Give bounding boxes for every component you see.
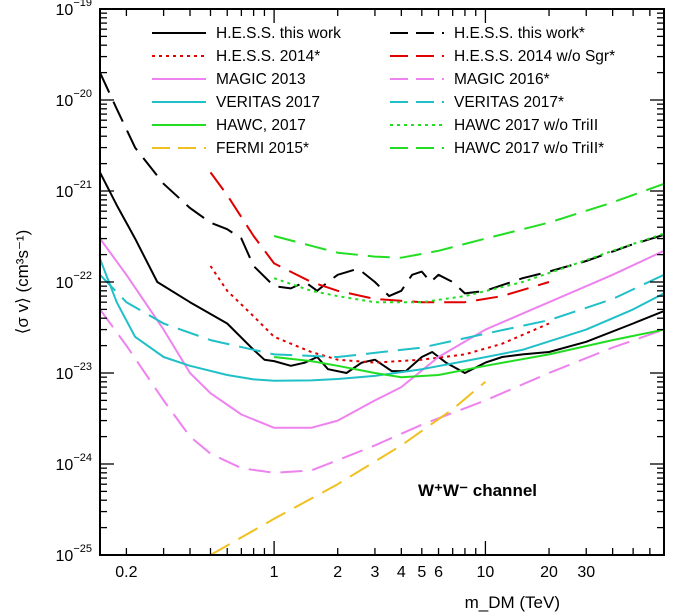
series-line-10 [273,182,664,259]
plot-frame [99,8,665,556]
series-line-5 [100,308,664,474]
legend-label: MAGIC 2016* [454,71,550,88]
series-line-7 [100,273,664,358]
series-line-2 [209,265,550,364]
series-line-8 [273,328,664,379]
y-tick-label: 10−24 [56,452,92,474]
series-line-1 [100,72,664,298]
x-tick-label: 3 [370,564,379,581]
y-tick-label: 10−21 [56,179,92,201]
y-tick-label: 10−19 [56,0,92,19]
y-axis-title: ⟨σ v⟩ (cm³s⁻¹) [13,230,32,334]
x-tick-label: 4 [397,564,406,581]
series-line-3 [209,171,550,304]
legend-label: VERITAS 2017 [216,94,320,111]
legend-label: HAWC 2017 w/o TriII* [454,140,604,157]
series-layer [100,72,664,555]
legend-label: H.E.S.S. 2014 w/o Sgr* [454,48,615,65]
ticks-layer: 0.2 1 2 3 4 5 6 10 20 30 10−25 10−24 10−23 10−22 10−21… [56,0,665,581]
x-tick-label: 10 [477,564,495,581]
legend: H.E.S.S. this work H.E.S.S. this work* H.E… [152,25,615,157]
legend-label: H.E.S.S. 2014* [216,48,320,65]
legend-label: MAGIC 2013 [216,71,306,88]
x-tick-label: 30 [577,564,595,581]
legend-label: FERMI 2015* [216,140,309,157]
x-tick-label: 5 [417,564,426,581]
y-tick-label: 10−25 [56,543,92,565]
legend-label: H.E.S.S. this work [216,25,341,42]
x-axis-title: m_DM (TeV) [465,593,560,612]
series-line-6 [100,258,664,382]
series-line-0 [100,171,664,374]
x-tick-label: 2 [333,564,342,581]
x-tick-label: 1 [270,564,279,581]
series-line-4 [100,238,664,429]
legend-label: H.E.S.S. this work* [454,25,585,42]
legend-label: VERITAS 2017* [454,94,564,111]
x-tick-label: 20 [540,564,558,581]
x-tick-label: 6 [434,564,443,581]
y-tick-label: 10−22 [56,270,92,292]
channel-annotation: W⁺W⁻ channel [418,481,537,500]
legend-label: HAWC 2017 w/o TriII [454,117,598,134]
y-tick-label: 10−20 [56,88,92,110]
legend-label: HAWC, 2017 [216,117,306,134]
series-line-11 [210,381,487,555]
y-tick-label: 10−23 [56,361,92,383]
x-tick-label: 0.2 [115,564,137,581]
